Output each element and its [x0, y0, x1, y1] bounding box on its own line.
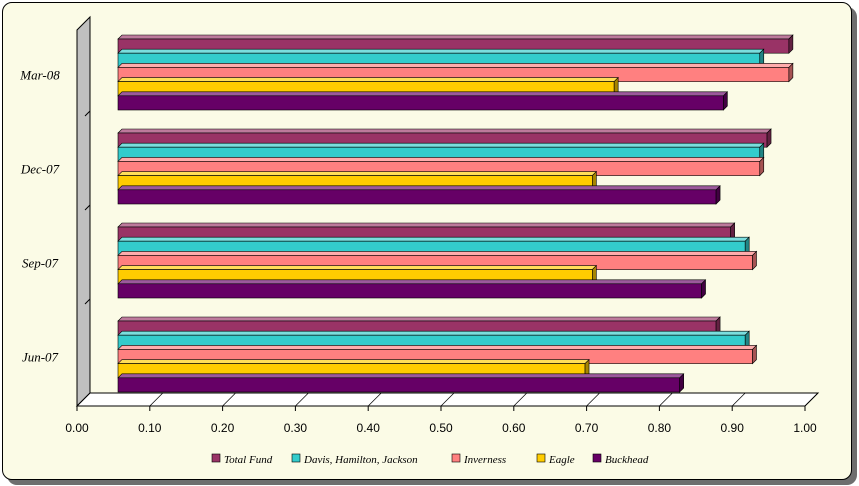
chart-legend: Total Fund Davis, Hamilton, Jackson Invern… [211, 453, 649, 466]
bar-top [117, 359, 590, 364]
floor-tick-line [295, 392, 309, 407]
legend-label: Eagle [548, 454, 575, 466]
y-axis-category-labels: Mar-08 Dec-07 Sep-07 Jun-07 [19, 68, 60, 365]
category-label: Dec-07 [20, 162, 60, 177]
bar-top [117, 251, 758, 256]
legend-swatch [592, 453, 602, 463]
x-tick-label: 0.10 [138, 421, 162, 435]
bar-top [117, 345, 758, 350]
legend-swatch [211, 453, 221, 463]
bar-top [117, 373, 685, 379]
bar-end [752, 344, 757, 365]
bar-end [701, 279, 706, 299]
bar-front [117, 377, 680, 393]
legend-swatch [536, 453, 546, 463]
category-label: Jun-07 [22, 350, 59, 365]
bar-top [117, 77, 619, 82]
x-tick-label: 0.20 [211, 421, 235, 435]
bar-top [117, 128, 772, 134]
floor-tick-line [804, 392, 819, 407]
bar-top [117, 171, 598, 176]
category-label: Sep-07 [22, 256, 59, 271]
bar-top [117, 185, 721, 191]
legend-label: Total Fund [224, 454, 273, 466]
bar-top [117, 157, 765, 162]
floor-tick-line [586, 392, 600, 407]
x-tick-label: 0.30 [284, 421, 308, 435]
bar-end [752, 250, 757, 271]
bar-top [117, 316, 721, 322]
bar [117, 279, 707, 299]
chart-axes [75, 15, 820, 411]
bar-top [117, 330, 750, 336]
floor-tick-line [659, 392, 673, 407]
chart-bars [117, 34, 794, 393]
left-wall [76, 15, 91, 408]
bar-top [117, 34, 794, 40]
bar-end [723, 91, 728, 111]
x-tick-label: 0.80 [648, 421, 672, 435]
bar-top [117, 91, 729, 97]
bar-top [117, 236, 750, 242]
floor-tick-line [222, 392, 236, 407]
floor-tick-line [513, 392, 528, 407]
legend-label: Buckhead [605, 454, 649, 466]
x-tick-label: 0.50 [429, 421, 453, 435]
bar-end [788, 62, 794, 83]
x-tick-label: 0.70 [575, 421, 599, 435]
y-tick-mark [84, 110, 91, 117]
bar-top [117, 279, 707, 285]
bar-top [117, 63, 794, 68]
x-tick-label: 0.40 [357, 421, 381, 435]
bar [117, 91, 729, 111]
floor-tick-line [367, 392, 382, 407]
bar-end [766, 128, 772, 148]
y-tick-mark [84, 298, 91, 305]
legend-swatch [291, 453, 301, 463]
category-label: Mar-08 [19, 68, 60, 83]
x-tick-label: 0.90 [721, 421, 745, 435]
bar [117, 373, 685, 393]
bar-end [788, 34, 794, 54]
bar-end [759, 156, 765, 177]
bar-top [117, 48, 765, 54]
x-axis-tick-labels: 0.00 0.10 0.20 0.30 0.40 0.50 0.60 0.70 0.80 0.90… [65, 421, 817, 435]
floor-tick-line [731, 392, 746, 407]
x-tick-label: 0.60 [502, 421, 526, 435]
bar-top [117, 142, 765, 148]
y-tick-mark [84, 204, 91, 211]
bar-front [117, 95, 724, 111]
legend-swatch [451, 453, 461, 463]
bar [117, 185, 721, 205]
bar-top [117, 265, 598, 270]
bar-end [715, 185, 721, 205]
floor-tick-line [76, 392, 91, 407]
floor-tick-line [149, 392, 164, 407]
legend-label: Davis, Hamilton, Jackson [303, 454, 418, 466]
bar-top [117, 222, 736, 228]
bar-front [117, 283, 702, 299]
legend-label: Inverness [463, 454, 506, 466]
bar-end [679, 373, 684, 393]
x-tick-label: 0.00 [65, 421, 89, 435]
x-tick-label: 1.00 [793, 421, 817, 435]
floor-tick-line [440, 392, 455, 407]
bar-front [117, 189, 717, 205]
